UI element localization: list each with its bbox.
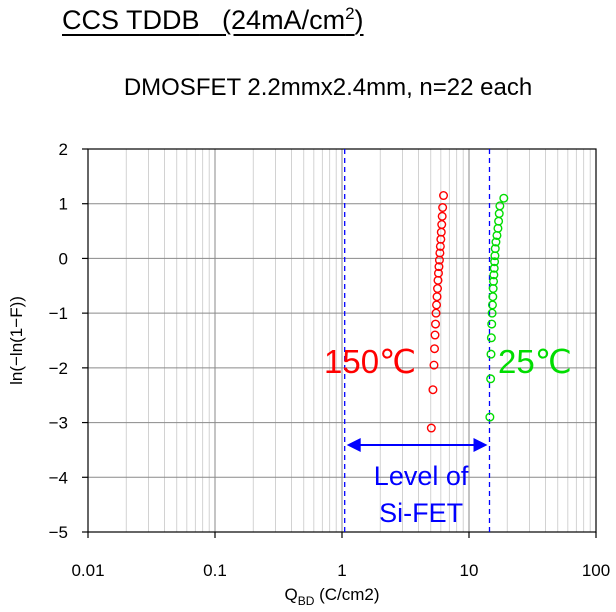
data-point-150c [433,268,443,278]
data-point-25c [489,263,499,273]
data-point-150c [432,292,442,302]
data-point-150c [435,248,445,258]
data-points [426,191,509,433]
data-point-25c [489,276,499,286]
data-point-25c [488,292,498,302]
slide-title: CCS TDDB (24mA/cm2) [62,4,364,36]
data-point-25c [487,319,497,329]
series-label-25c: 25℃ [498,343,572,380]
y-tick-label: 0 [59,249,68,268]
data-point-25c [486,333,496,343]
slide-title-main: CCS TDDB [62,5,200,35]
data-point-150c [438,203,448,213]
data-point-25c [490,257,500,267]
x-tick-label: 10 [460,561,479,580]
x-tick-label: 1 [337,561,346,580]
chart-title: DMOSFET 2.2mmx2.4mm, n=22 each [123,74,533,101]
y-tick-label: 1 [59,195,68,214]
range-label-line2: Si-FET [379,498,463,528]
data-point-150c [428,385,438,395]
axis-ticks: −5 −4 −3 −2 −1 0 1 2 0.01 0.1 1 10 100 [49,140,611,580]
data-point-25c [495,201,505,211]
data-point-25c [486,349,496,359]
y-tick-label: −3 [49,414,68,433]
title-condition-prefix: (24mA/cm [222,5,346,35]
y-tick-label: 2 [59,140,68,159]
data-point-150c [437,211,447,221]
y-axis-label: ln(−ln(1−F)) [7,296,26,385]
x-axis-label-main: Q [284,585,297,604]
data-point-150c [431,319,441,329]
y-tick-label: −1 [49,304,68,323]
y-tick-label: −4 [49,468,68,487]
data-point-150c [434,262,444,272]
x-axis-label-subscript: BD [298,594,315,608]
range-arrow-head-left [346,438,361,452]
slide-title-condition: (24mA/cm2) [222,4,364,35]
data-point-150c [433,284,443,294]
data-point-25c [486,374,496,384]
x-axis-label-unit: (C/cm2) [314,585,379,604]
data-point-25c [490,244,500,254]
data-point-25c [489,270,499,280]
data-point-150c [430,330,440,340]
data-point-150c [437,220,447,230]
data-point-150c [432,300,442,310]
grid [87,148,597,533]
data-point-25c [491,237,501,247]
data-point-150c [429,360,439,370]
title-condition-sup: 2 [345,4,355,23]
range-label-line1: Level of [374,461,469,491]
x-tick-label: 0.1 [203,561,227,580]
y-tick-label: −5 [49,523,68,542]
data-point-150c [426,423,436,433]
x-tick-label: 100 [582,561,610,580]
x-axis-label: QBD (C/cm2) [284,585,379,608]
data-point-25c [494,209,504,219]
series-label-150c: 150℃ [324,343,416,380]
x-tick-label: 0.01 [71,561,104,580]
data-point-25c [485,412,495,422]
data-point-25c [499,193,509,203]
y-tick-label: −2 [49,359,68,378]
range-arrow-head-right [473,438,488,452]
title-condition-suffix: ) [354,5,364,35]
annotations: 150℃ 25℃ Level of Si-FET [324,343,572,528]
data-point-150c [439,191,449,201]
data-point-150c [430,344,440,354]
